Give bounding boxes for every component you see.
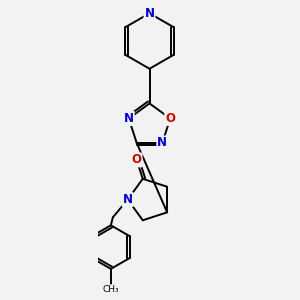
Text: O: O <box>165 112 175 125</box>
Text: N: N <box>124 112 134 125</box>
Text: N: N <box>145 7 154 20</box>
Text: N: N <box>157 136 167 149</box>
Text: O: O <box>132 154 142 166</box>
Text: N: N <box>123 193 133 206</box>
Text: CH₃: CH₃ <box>103 285 119 294</box>
